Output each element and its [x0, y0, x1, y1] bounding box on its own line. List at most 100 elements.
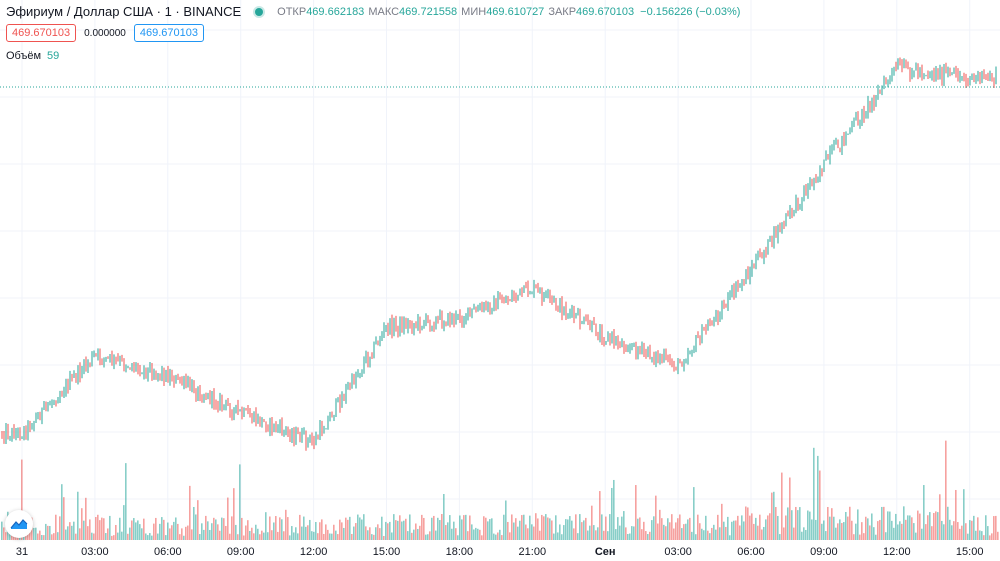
symbol-title[interactable]: Эфириум / Доллар США · 1 · BINANCE	[6, 4, 242, 19]
buy-price-button[interactable]: 469.670103	[133, 24, 204, 42]
volume-bar	[411, 532, 413, 540]
volume-bar	[647, 534, 649, 540]
volume-bar	[85, 497, 87, 540]
volume-bar	[717, 514, 719, 540]
volume-bar	[401, 521, 403, 540]
volume-bar	[819, 470, 821, 540]
volume-bar	[155, 517, 157, 540]
volume-bar	[695, 534, 697, 540]
volume-bar	[153, 523, 155, 540]
volume-bar	[615, 529, 617, 540]
volume-bar	[805, 529, 807, 540]
volume-bar	[503, 514, 505, 540]
volume-bar	[121, 531, 123, 540]
sell-price-button[interactable]: 469.670103	[6, 24, 77, 42]
volume-bar	[751, 513, 753, 540]
volume-bar	[799, 507, 801, 540]
volume-bar	[719, 527, 721, 540]
volume-bar	[293, 532, 295, 540]
volume-bar	[693, 487, 695, 540]
volume-bar	[863, 533, 865, 540]
volume-bar	[265, 512, 267, 540]
volume-bar	[835, 527, 837, 540]
volume-bar	[403, 520, 405, 540]
volume-bar	[337, 534, 339, 540]
volume-bar	[965, 523, 967, 540]
volume-bar	[207, 521, 209, 540]
volume-bar	[839, 519, 841, 540]
grid	[0, 0, 1000, 540]
volume-bar	[219, 530, 221, 540]
volume-bar	[365, 526, 367, 540]
volume-bar	[853, 534, 855, 540]
volume-bar	[901, 523, 903, 540]
volume-bar	[45, 523, 47, 540]
volume-bar	[355, 523, 357, 540]
volume-bar	[159, 523, 161, 540]
volume-bar	[97, 514, 99, 540]
volume-bar	[313, 531, 315, 540]
volume-bar	[845, 511, 847, 540]
volume-bar	[125, 463, 127, 540]
volume-bar	[469, 515, 471, 540]
volume-bar	[323, 533, 325, 540]
volume-bar	[657, 523, 659, 540]
volume-bar	[295, 527, 297, 540]
volume-bar	[659, 509, 661, 540]
volume-bar	[477, 528, 479, 540]
volume-bar	[975, 530, 977, 540]
volume-bar	[903, 506, 905, 540]
volume-bar	[255, 524, 257, 540]
volume-bar	[473, 529, 475, 540]
volume-bar	[541, 514, 543, 540]
volume-bar	[431, 517, 433, 540]
x-tick-label: 12:00	[883, 546, 911, 558]
volume-bar	[837, 523, 839, 540]
time-axis[interactable]: 31 03:00 06:00 09:00 12:00 15:00 18:00 21:00 Сен…	[16, 546, 984, 558]
volume-bar	[523, 514, 525, 540]
volume-bar	[119, 517, 121, 540]
volume-bar	[345, 517, 347, 540]
volume-bar	[309, 519, 311, 540]
volume-bar	[325, 524, 327, 540]
volume-bar	[645, 531, 647, 540]
volume-bar	[981, 531, 983, 540]
volume-bar	[253, 533, 255, 540]
volume-bar	[587, 530, 589, 540]
volume-bar	[221, 517, 223, 540]
volume-bar	[307, 525, 309, 540]
volume-bar	[297, 533, 299, 540]
volume-bar	[249, 530, 251, 540]
volume-bar	[957, 522, 959, 540]
volume-bar	[971, 520, 973, 540]
volume-bar	[623, 511, 625, 540]
volume-bar	[683, 524, 685, 540]
volume-bar	[349, 516, 351, 540]
volume-bar	[643, 521, 645, 540]
volume-bar	[749, 515, 751, 540]
volume-bar	[583, 520, 585, 540]
volume-bar	[963, 489, 965, 540]
volume-bar	[833, 516, 835, 540]
volume-bar	[181, 528, 183, 540]
volume-bar	[435, 530, 437, 540]
volume-bar	[213, 517, 215, 540]
volume-bar	[269, 516, 271, 540]
volume-bar	[491, 518, 493, 540]
volume-bar	[529, 515, 531, 540]
volume-label[interactable]: Объём	[6, 50, 42, 62]
volume-bar	[185, 526, 187, 540]
volume-bar	[381, 516, 383, 540]
volume-bar	[673, 528, 675, 540]
volume-legend: Объём 59	[6, 50, 59, 62]
volume-bar	[997, 531, 999, 540]
volume-bar	[915, 532, 917, 540]
volume-bar	[67, 526, 69, 540]
volume-bar	[807, 510, 809, 540]
volume-bar	[687, 519, 689, 540]
volume-bar	[527, 528, 529, 540]
volume-bar	[257, 528, 259, 540]
volume-bar	[575, 514, 577, 540]
tradingview-logo-icon[interactable]	[5, 510, 33, 538]
